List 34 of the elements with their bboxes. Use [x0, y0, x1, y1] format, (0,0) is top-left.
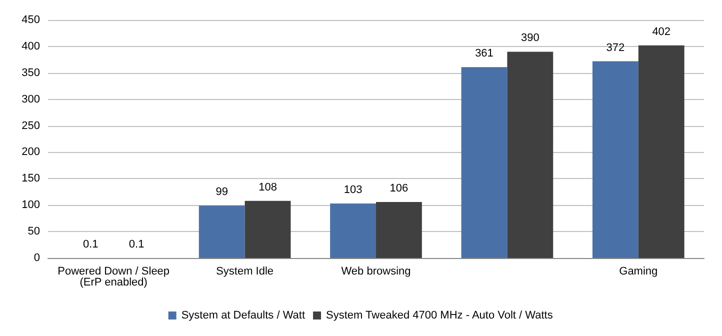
- x-tick-label: System Idle: [216, 266, 274, 278]
- bar: [592, 61, 638, 258]
- data-label: 361: [475, 48, 494, 60]
- bar: [638, 45, 684, 258]
- data-label: 99: [216, 186, 228, 198]
- bar: [507, 52, 554, 258]
- y-tick-label: 100: [22, 199, 40, 212]
- y-tick-label: 0: [34, 252, 40, 264]
- y-tick-label: 300: [22, 93, 40, 106]
- y-tick-label: 200: [22, 146, 40, 158]
- x-tick-label: Gaming: [619, 266, 658, 278]
- y-tick-label: 250: [22, 120, 40, 132]
- x-tick-label: Web browsing: [341, 266, 411, 278]
- bar: [461, 67, 508, 258]
- data-label: 106: [390, 182, 408, 194]
- y-tick-label: 150: [22, 172, 40, 185]
- legend-label: System at Defaults / Watt: [181, 310, 306, 322]
- bar: [330, 204, 376, 258]
- x-tick-label: Powered Down / Sleep (ErP enabled): [58, 266, 170, 288]
- data-label: 402: [652, 26, 671, 38]
- legend-label: System Tweaked 4700 MHz - Auto Volt / Watts: [326, 310, 554, 322]
- bar: [198, 206, 245, 258]
- data-label: 103: [344, 184, 362, 196]
- y-tick-label: 50: [28, 226, 40, 238]
- y-tick-label: 350: [22, 66, 40, 79]
- data-label: 0.1: [82, 238, 98, 250]
- data-label: 0.1: [128, 238, 144, 250]
- data-label: 372: [606, 42, 625, 54]
- data-label: 108: [258, 181, 277, 194]
- bar: [244, 200, 291, 258]
- data-label: 390: [520, 32, 540, 44]
- y-tick-label: 450: [22, 14, 40, 26]
- bar: [376, 202, 422, 258]
- y-tick-label: 400: [22, 40, 40, 52]
